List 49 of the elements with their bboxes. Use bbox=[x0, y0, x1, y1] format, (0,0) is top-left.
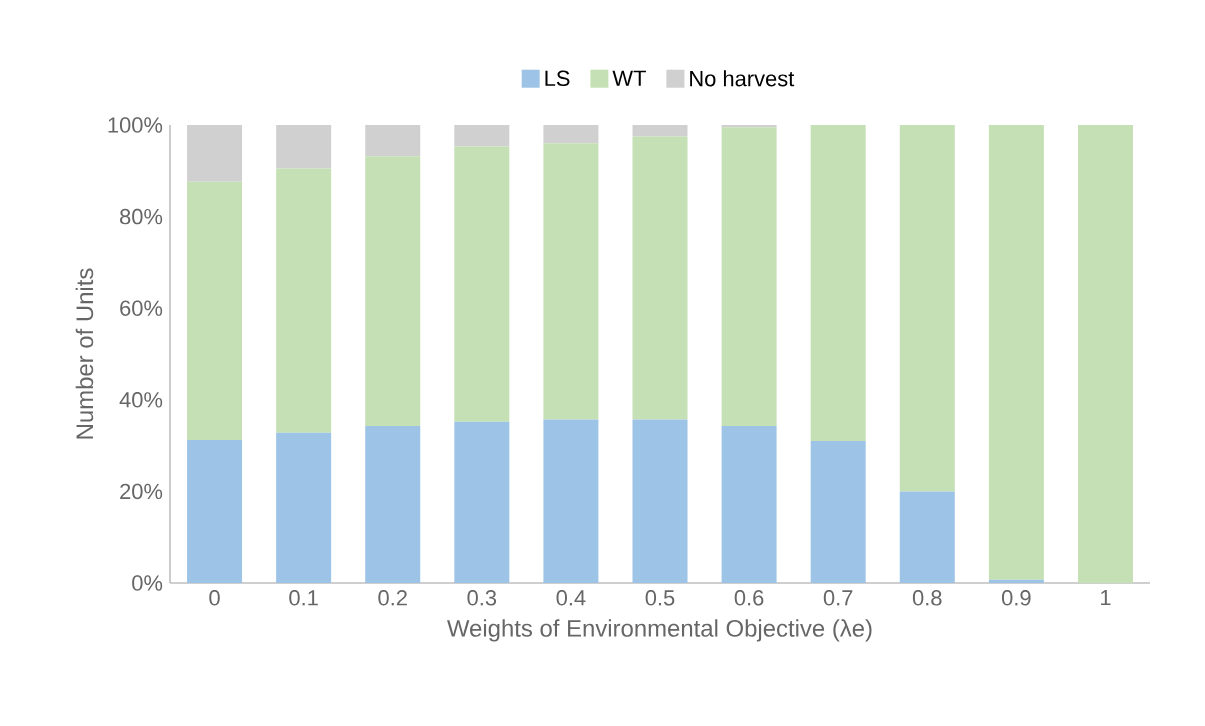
legend-label: LS bbox=[545, 70, 570, 87]
bar bbox=[454, 146, 510, 422]
bar bbox=[276, 168, 332, 433]
bar bbox=[632, 124, 688, 137]
bar bbox=[721, 127, 777, 426]
x-tick-label: 0.9 bbox=[1001, 590, 1031, 606]
bar bbox=[187, 181, 243, 441]
bar bbox=[1077, 124, 1133, 583]
bar bbox=[988, 124, 1044, 580]
x-tick-label: 0.1 bbox=[289, 590, 318, 606]
y-tick-label: 60% bbox=[120, 300, 163, 316]
y-tick-label: 40% bbox=[119, 392, 163, 408]
bar bbox=[454, 421, 510, 583]
bar bbox=[365, 156, 421, 426]
bar bbox=[899, 491, 955, 583]
x-tick-label: 0.2 bbox=[378, 590, 407, 606]
bar bbox=[543, 143, 599, 420]
bar bbox=[632, 136, 688, 420]
x-tick-label: 0.7 bbox=[823, 590, 853, 606]
y-tick-label: 100% bbox=[108, 117, 163, 133]
y-tick-label: 0% bbox=[132, 575, 163, 591]
y-axis-title: Number of Units bbox=[75, 268, 94, 439]
bar bbox=[276, 432, 332, 583]
bar bbox=[543, 124, 599, 144]
x-tick-label: 0.4 bbox=[556, 590, 586, 606]
bar bbox=[454, 124, 510, 147]
x-axis-title: Weights of Environmental Objective (λe) bbox=[447, 619, 872, 642]
bar bbox=[187, 440, 243, 583]
y-tick-label: 80% bbox=[120, 208, 163, 225]
bar bbox=[988, 579, 1044, 583]
x-tick-label: 0.3 bbox=[467, 590, 497, 606]
x-tick-label: 0 bbox=[209, 590, 220, 606]
bar bbox=[187, 124, 243, 182]
bar bbox=[810, 441, 866, 583]
x-tick-label: 0.5 bbox=[645, 590, 675, 606]
bar bbox=[276, 124, 332, 169]
bar bbox=[632, 419, 688, 583]
bar bbox=[365, 425, 421, 583]
x-tick-label: 1 bbox=[1101, 590, 1111, 606]
bar bbox=[365, 124, 421, 157]
bar bbox=[721, 425, 777, 583]
legend-label: No harvest bbox=[690, 70, 795, 87]
x-tick-label: 0.6 bbox=[734, 590, 764, 606]
legend-label: WT bbox=[612, 70, 646, 86]
bar bbox=[543, 419, 599, 583]
bar bbox=[899, 124, 955, 492]
y-tick-label: 20% bbox=[120, 483, 163, 500]
x-tick-label: 0.8 bbox=[912, 590, 942, 606]
bar bbox=[810, 124, 866, 442]
